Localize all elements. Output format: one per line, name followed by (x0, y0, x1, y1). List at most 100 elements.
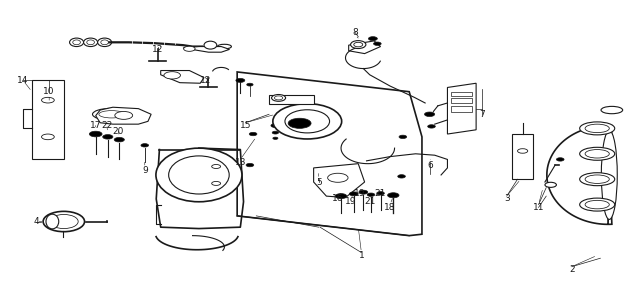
Circle shape (42, 97, 54, 103)
Circle shape (273, 137, 278, 139)
Text: 1: 1 (358, 251, 364, 260)
Circle shape (424, 112, 435, 117)
Ellipse shape (93, 108, 131, 120)
Text: 19: 19 (345, 197, 356, 206)
Circle shape (359, 190, 368, 194)
Circle shape (545, 182, 556, 187)
Circle shape (249, 132, 257, 136)
Circle shape (115, 111, 132, 119)
Text: 19: 19 (355, 189, 366, 198)
Ellipse shape (49, 215, 78, 229)
Circle shape (164, 72, 180, 79)
Text: 7: 7 (479, 110, 485, 119)
Text: 8: 8 (352, 28, 358, 37)
Circle shape (397, 175, 405, 178)
Circle shape (374, 42, 381, 45)
Circle shape (90, 131, 102, 137)
Circle shape (184, 46, 195, 51)
Polygon shape (513, 134, 534, 179)
Polygon shape (349, 41, 381, 54)
Ellipse shape (43, 211, 84, 232)
Ellipse shape (70, 38, 84, 46)
Circle shape (377, 192, 385, 195)
Ellipse shape (84, 38, 98, 46)
Circle shape (114, 137, 124, 142)
Text: 5: 5 (316, 178, 322, 186)
Ellipse shape (580, 198, 614, 211)
Polygon shape (96, 107, 151, 124)
Ellipse shape (580, 173, 614, 186)
Text: 12: 12 (200, 76, 211, 85)
Ellipse shape (169, 156, 229, 194)
Circle shape (328, 173, 348, 182)
Ellipse shape (351, 41, 366, 48)
Circle shape (556, 158, 564, 161)
Circle shape (335, 194, 347, 199)
Polygon shape (451, 105, 472, 112)
Text: 20: 20 (112, 127, 124, 136)
Text: 16: 16 (332, 194, 344, 203)
Ellipse shape (100, 40, 108, 45)
Ellipse shape (218, 44, 232, 49)
Ellipse shape (204, 41, 217, 49)
Circle shape (102, 135, 113, 139)
Polygon shape (237, 72, 422, 236)
Ellipse shape (601, 106, 623, 114)
Text: 18: 18 (385, 203, 396, 212)
Polygon shape (269, 95, 314, 104)
Text: 21: 21 (375, 189, 386, 198)
Circle shape (367, 193, 375, 196)
Ellipse shape (87, 40, 95, 45)
Text: 14: 14 (17, 76, 29, 85)
Polygon shape (451, 92, 472, 96)
Ellipse shape (285, 110, 330, 133)
Circle shape (246, 163, 253, 167)
Circle shape (212, 164, 221, 168)
Circle shape (246, 83, 253, 86)
Ellipse shape (271, 95, 285, 101)
Ellipse shape (585, 200, 609, 209)
Polygon shape (314, 164, 365, 198)
Text: 12: 12 (152, 45, 163, 54)
Ellipse shape (99, 111, 124, 118)
Ellipse shape (273, 104, 342, 139)
Ellipse shape (585, 175, 609, 184)
Text: 21: 21 (364, 197, 376, 206)
Ellipse shape (156, 148, 242, 202)
Ellipse shape (602, 131, 617, 219)
Text: 11: 11 (533, 203, 544, 212)
Circle shape (212, 182, 221, 186)
Ellipse shape (585, 150, 609, 158)
Text: 17: 17 (90, 121, 102, 130)
Circle shape (428, 125, 435, 128)
Ellipse shape (46, 214, 59, 229)
Polygon shape (161, 70, 204, 83)
Ellipse shape (585, 124, 609, 133)
Ellipse shape (98, 38, 111, 46)
Circle shape (42, 134, 54, 140)
Text: 22: 22 (101, 121, 112, 130)
Ellipse shape (580, 147, 614, 160)
Ellipse shape (354, 42, 363, 47)
Circle shape (399, 135, 406, 139)
Circle shape (388, 193, 399, 198)
Polygon shape (547, 126, 612, 224)
Circle shape (236, 78, 245, 82)
Circle shape (271, 124, 280, 128)
Text: 3: 3 (504, 194, 509, 203)
Text: 4: 4 (34, 217, 39, 226)
Polygon shape (451, 98, 472, 103)
Circle shape (272, 131, 278, 134)
Ellipse shape (73, 40, 81, 45)
Circle shape (518, 149, 528, 153)
Circle shape (141, 144, 148, 147)
Text: 10: 10 (44, 87, 55, 96)
Text: 15: 15 (240, 121, 251, 130)
Ellipse shape (580, 122, 614, 135)
Circle shape (369, 37, 378, 41)
Text: 13: 13 (235, 158, 246, 167)
Ellipse shape (275, 96, 283, 100)
Text: 9: 9 (142, 166, 148, 175)
Polygon shape (183, 46, 230, 52)
Text: 2: 2 (569, 265, 575, 274)
